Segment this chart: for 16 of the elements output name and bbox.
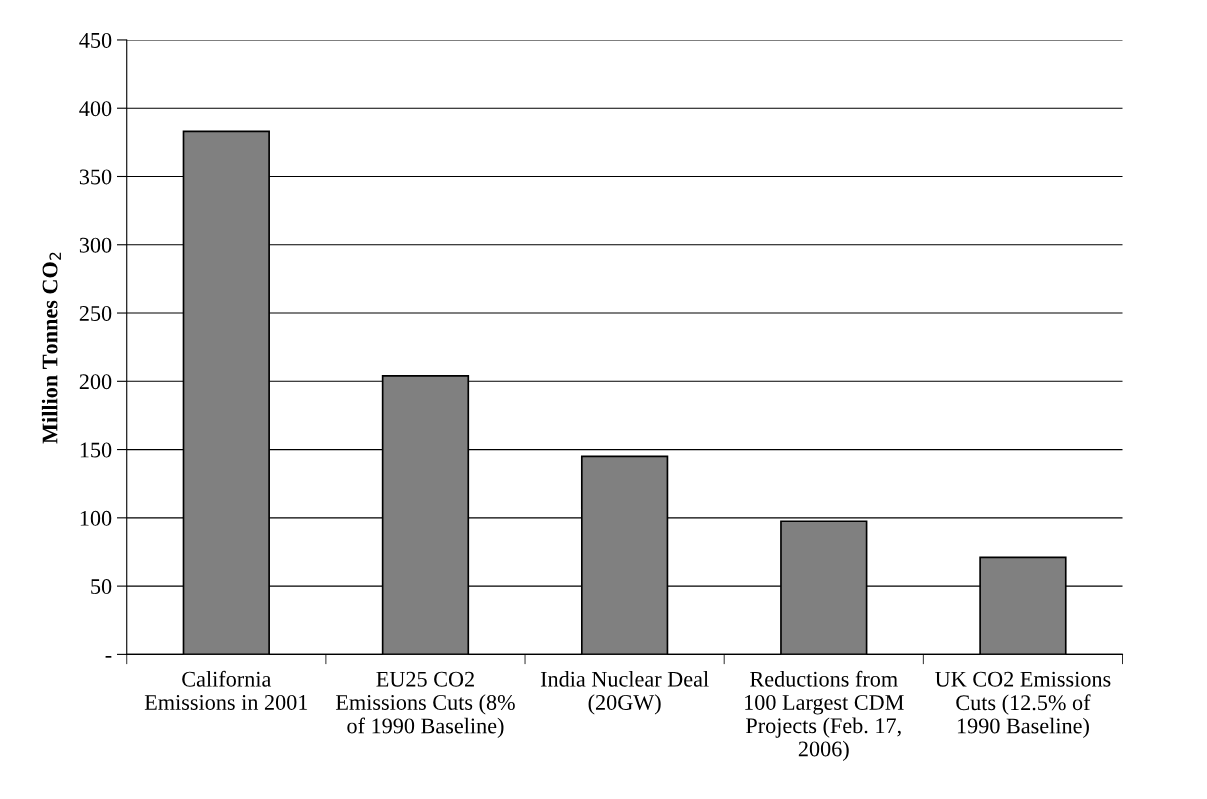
- y-tick-label: 450: [79, 32, 112, 48]
- y-tick-label: 200: [79, 374, 112, 390]
- y-tick-label: 350: [79, 169, 112, 185]
- x-tick-label: EU25 CO2 Emissions Cuts (8% of 1990 Baseline): [335, 671, 515, 738]
- x-tick-label: Reductions from 100 Largest CDM Projects (Feb. 17, 2006): [745, 670, 904, 761]
- y-tick-label: -: [105, 656, 112, 658]
- x-tick-label: UK CO2 Emissions Cuts (12.5% of 1990 Baseline): [935, 671, 1111, 738]
- y-tick-label: 100: [80, 510, 112, 526]
- y-axis-title: Million Tonnes CO$_{2}$: [41, 252, 61, 444]
- y-tick-label: 300: [79, 237, 112, 253]
- x-tick-label: California Emissions in 2001: [144, 670, 308, 710]
- x-tick-label: India Nuclear Deal (20GW): [540, 671, 709, 715]
- y-tick-label: 400: [79, 101, 112, 117]
- y-tick-label: 250: [79, 305, 112, 321]
- y-tick-label: 150: [80, 442, 112, 458]
- y-tick-label: 50: [91, 579, 112, 595]
